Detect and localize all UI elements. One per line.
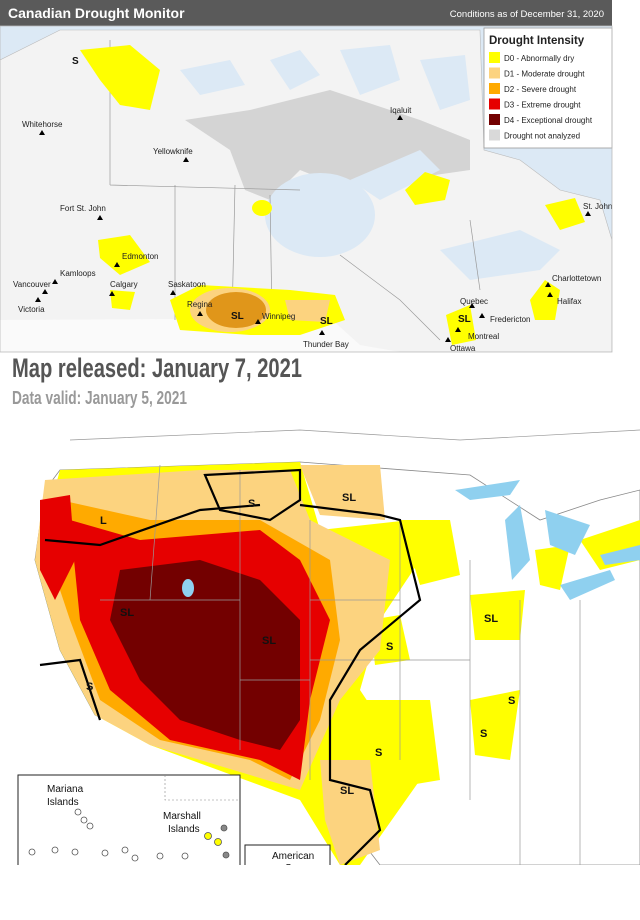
impact-label: SL xyxy=(320,316,333,327)
city-label: Regina xyxy=(187,300,213,309)
city-marker xyxy=(545,282,551,287)
conditions-date: Conditions as of December 31, 2020 xyxy=(450,9,604,20)
city-marker xyxy=(585,211,591,216)
city-label: Vancouver xyxy=(13,280,51,289)
impact-label: S xyxy=(480,728,487,740)
legend-label: Drought not analyzed xyxy=(504,132,580,141)
inset-label: Islands xyxy=(47,797,79,808)
legend-label: D2 - Severe drought xyxy=(504,85,577,94)
impact-label: L xyxy=(100,515,107,527)
city-label: Edmonton xyxy=(122,252,158,261)
city-label: Victoria xyxy=(18,305,45,314)
city-label: Whitehorse xyxy=(22,120,63,129)
city-label: Charlottetown xyxy=(552,274,601,283)
map-title: Canadian Drought Monitor xyxy=(8,5,185,21)
city-label: Yellowknife xyxy=(153,147,193,156)
impact-label: SL xyxy=(262,635,276,647)
valid-date: Data valid: January 5, 2021 xyxy=(12,388,187,408)
header-bar xyxy=(0,0,612,26)
city-label: Calgary xyxy=(110,280,138,289)
city-label: Ottawa xyxy=(450,344,476,353)
impact-label: SL xyxy=(120,607,134,619)
city-marker xyxy=(469,303,475,308)
city-marker xyxy=(397,115,403,120)
city-markers xyxy=(35,115,591,342)
legend-swatch xyxy=(489,129,500,141)
impact-label: SL xyxy=(458,314,471,325)
city-marker xyxy=(39,130,45,135)
released-date: Map released: January 7, 2021 xyxy=(12,353,302,383)
legend-swatch xyxy=(489,52,500,63)
city-label: Thunder Bay xyxy=(303,340,349,349)
legend-label: D1 - Moderate drought xyxy=(504,70,585,79)
city-label: St. John xyxy=(583,202,612,211)
city-marker xyxy=(170,290,176,295)
city-marker xyxy=(547,292,553,297)
city-marker xyxy=(114,262,120,267)
city-label: Fredericton xyxy=(490,315,530,324)
legend-swatch xyxy=(489,83,500,94)
city-label: Quebec xyxy=(460,297,488,306)
city-label: Fort St. John xyxy=(60,204,106,213)
city-marker xyxy=(197,311,203,316)
city-label: Winnipeg xyxy=(262,312,295,321)
impact-label: S xyxy=(386,641,393,653)
city-marker xyxy=(255,319,261,324)
legend-swatch xyxy=(489,98,500,110)
legend-title: Drought Intensity xyxy=(489,35,585,47)
city-label: Montreal xyxy=(468,332,499,341)
city-label: Kamloops xyxy=(60,269,96,278)
inset-label: Mariana xyxy=(47,784,84,795)
city-label: Halifax xyxy=(557,297,581,306)
legend-swatch xyxy=(489,67,500,79)
city-marker xyxy=(445,337,451,342)
inset: Mariana Islands Marshall Islands America… xyxy=(17,774,331,874)
impact-label: S xyxy=(248,498,255,510)
impact-label: SL xyxy=(342,492,356,504)
city-marker xyxy=(42,289,48,294)
legend-label: D4 - Exceptional drought xyxy=(504,116,593,125)
impact-label: SL xyxy=(340,785,354,797)
city-marker xyxy=(52,279,58,284)
legend-swatch xyxy=(489,114,500,125)
impact-label: SL xyxy=(231,311,244,322)
city-marker xyxy=(109,291,115,296)
impact-label: S xyxy=(375,747,382,759)
impact-label: SL xyxy=(484,613,498,625)
city-marker xyxy=(319,330,325,335)
city-marker xyxy=(183,157,189,162)
inset-label: Islands xyxy=(168,824,200,835)
impact-label: S xyxy=(72,56,79,67)
city-marker xyxy=(479,313,485,318)
city-marker xyxy=(97,215,103,220)
city-label: Saskatoon xyxy=(168,280,206,289)
legend: Drought Intensity D0 - Abnormally dry D1 … xyxy=(483,27,613,149)
impact-label: S xyxy=(86,681,93,693)
legend-label: D3 - Extreme drought xyxy=(504,101,581,110)
us-map: S SL L SL SL S S SL S S S SL Mariana Isl… xyxy=(17,429,640,874)
inset-label: Samoa xyxy=(285,863,317,874)
city-label: Iqaluit xyxy=(390,106,412,115)
impact-label: S xyxy=(508,695,515,707)
city-marker xyxy=(35,297,41,302)
legend-label: D0 - Abnormally dry xyxy=(504,54,574,63)
inset-label: Marshall xyxy=(163,811,201,822)
inset-label: American xyxy=(272,851,314,862)
city-marker xyxy=(455,327,461,332)
